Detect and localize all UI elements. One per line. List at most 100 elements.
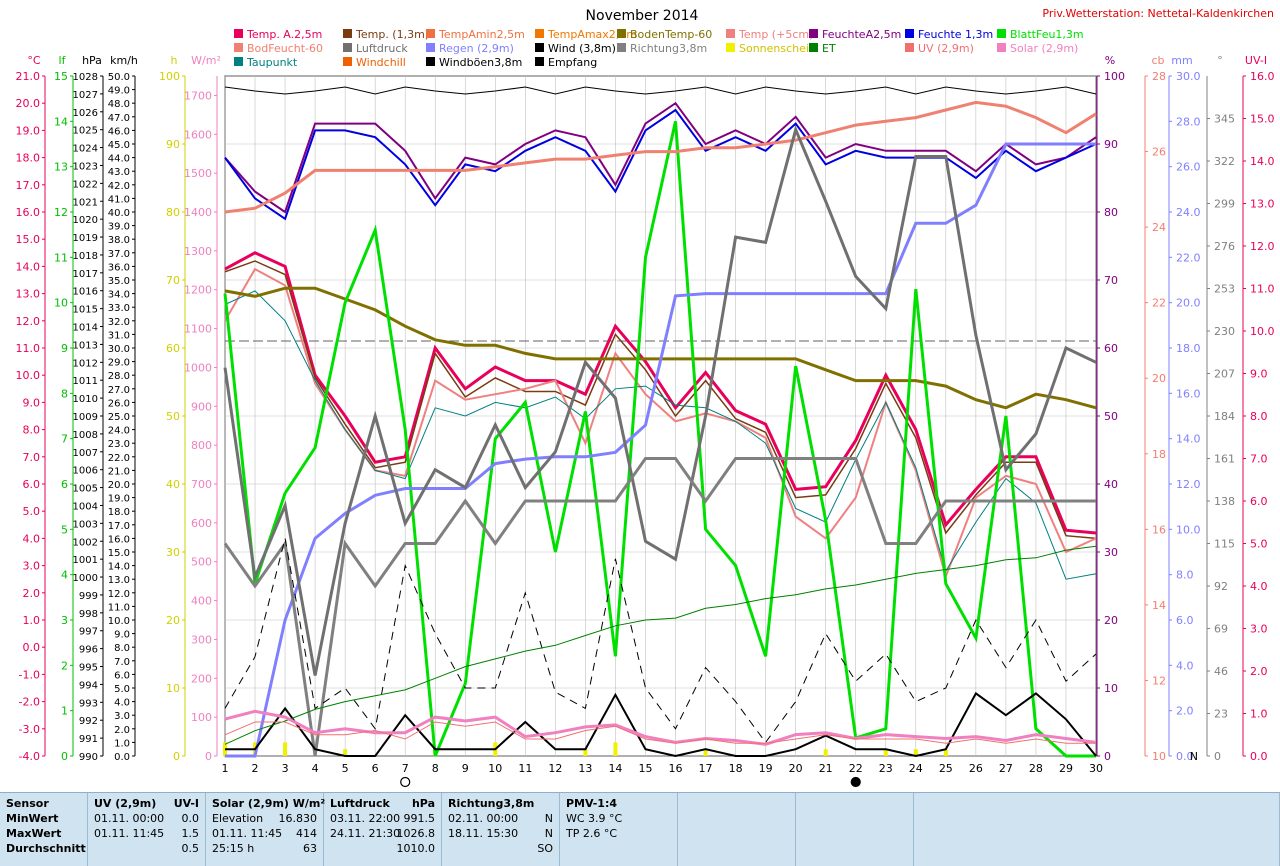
- left-tick-label: 1020: [73, 215, 98, 226]
- left-tick-label: 34.0: [108, 290, 130, 301]
- left-tick-label: 2.0: [23, 587, 41, 600]
- left-tick-label: 70: [166, 274, 180, 287]
- legend-swatch: [535, 43, 544, 52]
- sunshine-bar: [343, 749, 348, 756]
- left-tick-label: 20.0: [16, 97, 41, 110]
- right-tick-label: 2.0: [1176, 705, 1194, 718]
- footer-value: hPa: [411, 797, 435, 810]
- legend-label: TempAmin2,5m: [438, 28, 525, 41]
- left-tick-label: 12: [54, 206, 68, 219]
- left-tick-label: 10.0: [108, 616, 130, 627]
- weather-chart: November 2014 Priv.Wetterstation: Nettet…: [16, 7, 1275, 788]
- left-tick-label: 999: [79, 591, 98, 602]
- left-tick-label: 10.0: [16, 369, 41, 382]
- left-tick-label: 15.0: [16, 233, 41, 246]
- footer-cell: 03.11. 22:00: [330, 812, 401, 825]
- series-line-temp-1-3m-: [224, 260, 1097, 540]
- left-tick-label: 22.0: [108, 453, 130, 464]
- series-line-uv-2-9m-: [224, 721, 1096, 744]
- left-tick-label: 1003: [73, 519, 98, 530]
- left-tick-label: 17.0: [16, 179, 41, 192]
- x-tick-label: 26: [969, 762, 983, 775]
- plot-area: [223, 75, 1097, 758]
- right-tick-label: 18: [1152, 448, 1166, 461]
- left-tick-label: 20: [166, 614, 180, 627]
- left-tick-label: 18.0: [16, 152, 41, 165]
- right-tick-label: 8.0: [1250, 410, 1268, 423]
- right-tick-label: 253: [1214, 283, 1235, 296]
- footer-row: [566, 841, 671, 856]
- footer-cell: Solar (2,9m) W/m²: [212, 797, 326, 810]
- right-tick-label: 299: [1214, 198, 1235, 211]
- legend-swatch: [343, 43, 352, 52]
- x-tick-label: 27: [999, 762, 1013, 775]
- right-tick-label: 69: [1214, 623, 1228, 636]
- moon-new-icon: [850, 776, 861, 788]
- legend-label: BodFeucht-60: [247, 42, 323, 55]
- sunshine-bar: [823, 749, 828, 756]
- legend-label: Luftdruck: [356, 42, 408, 55]
- right-tick-label: 14: [1152, 599, 1166, 612]
- legend-swatch: [234, 29, 243, 38]
- legend-label: Empfang: [548, 56, 597, 69]
- footer-cell: UV (2,9m): [94, 797, 157, 810]
- left-tick-label: 6: [61, 478, 68, 491]
- footer-row: TP 2.6 °C: [566, 826, 671, 841]
- footer-cell: TP 2.6 °C: [566, 827, 618, 840]
- x-tick-label: 20: [789, 762, 803, 775]
- footer-cell: 01.11. 11:45: [94, 827, 165, 840]
- footer-cell: WC 3.9 °C: [566, 812, 623, 825]
- left-tick-label: 30.0: [108, 344, 130, 355]
- left-tick-label: 0: [173, 750, 180, 763]
- series-line-et: [224, 545, 1097, 745]
- legend-label: Temp. (1,3m): [355, 28, 429, 41]
- left-tick-label: 33.0: [108, 303, 130, 314]
- right-tick-label: 16.0: [1176, 387, 1201, 400]
- x-tick-label: 28: [1029, 762, 1043, 775]
- left-tick-label: 19.0: [108, 494, 130, 505]
- footer-row: Elevation 16.830: [212, 811, 317, 826]
- footer-col: Luftdruck hPa 03.11. 22:00 991.5 24.11. 21:3…: [324, 793, 442, 866]
- right-tick-label: 115: [1214, 538, 1235, 551]
- footer-col: [678, 793, 796, 866]
- footer-value: 0.5: [181, 842, 200, 855]
- left-tick-label: 8.0: [23, 424, 41, 437]
- left-tick-label: 1028: [73, 72, 98, 83]
- left-tick-label: 990: [79, 752, 98, 763]
- right-tick-label: 18.0: [1176, 342, 1201, 355]
- right-tick-label: 22.0: [1176, 251, 1201, 264]
- left-tick-label: 7.0: [23, 451, 41, 464]
- left-tick-label: 45.0: [108, 140, 130, 151]
- footer-value: 1.5: [181, 827, 200, 840]
- footer-header: Luftdruck hPa: [330, 796, 435, 811]
- right-tick-label: 16.0: [1250, 70, 1275, 83]
- left-tick-label: 1015: [73, 305, 98, 316]
- left-tick-label: 26.0: [108, 398, 130, 409]
- left-tick-label: 1000: [184, 361, 212, 374]
- series-line-feuchtea2-5m: [224, 101, 1097, 214]
- right-tick-label: 14.0: [1176, 433, 1201, 446]
- right-tick-label: 8.0: [1176, 569, 1194, 582]
- right-tick-label: 11.0: [1250, 283, 1275, 296]
- right-tick-label: 92: [1214, 580, 1228, 593]
- x-tick-label: 22: [849, 762, 863, 775]
- left-tick-label: 2.0: [114, 725, 130, 736]
- x-tick-label: 25: [939, 762, 953, 775]
- left-tick-label: 25.0: [108, 412, 130, 423]
- footer-header: Solar (2,9m) W/m²: [212, 796, 325, 811]
- left-tick-label: 1400: [184, 206, 212, 219]
- footer-value: UV-I: [173, 797, 199, 810]
- x-tick-label: 3: [282, 762, 289, 775]
- footer-row: WC 3.9 °C: [566, 811, 671, 826]
- legend: Temp. A.2,5m Temp. (1,3m) TempAmin2,5m Temp…: [234, 28, 1084, 69]
- series-line-luftdruck: [223, 125, 1097, 676]
- left-tick-label: 14: [54, 115, 68, 128]
- footer-value: 1010.0: [396, 842, 436, 855]
- left-tick-label: 17.0: [108, 521, 130, 532]
- left-tick-label: 14.0: [16, 260, 41, 273]
- right-axis-unit: cb: [1151, 54, 1164, 67]
- left-tick-label: 1007: [73, 448, 98, 459]
- x-tick-label: 24: [909, 762, 923, 775]
- left-tick-label: 16.0: [16, 206, 41, 219]
- left-tick-label: 12.0: [108, 589, 130, 600]
